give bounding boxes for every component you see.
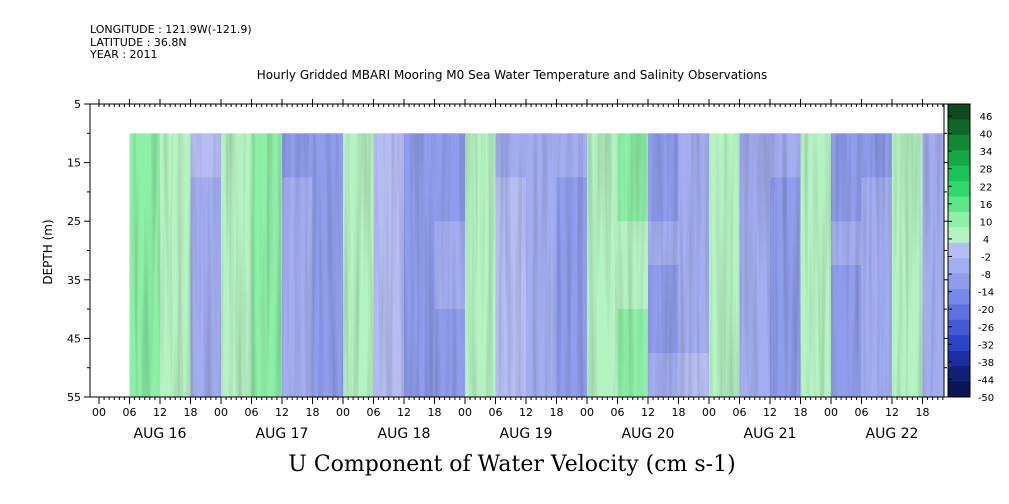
x-hour-label: 06 — [855, 406, 869, 419]
x-hour-label: 00 — [458, 406, 472, 419]
x-hour-label: 18 — [306, 406, 320, 419]
x-hour-label: 00 — [824, 406, 838, 419]
colorbar-label: 46 — [980, 112, 993, 123]
colorbar-swatch — [948, 273, 970, 290]
x-day-label: AUG 22 — [866, 426, 919, 442]
colorbar-swatch — [948, 165, 970, 182]
colorbar-swatch — [948, 242, 970, 259]
colorbar-label: -8 — [981, 270, 991, 281]
colorbar-label: 22 — [980, 182, 993, 193]
x-day-label: AUG 19 — [500, 426, 553, 442]
colorbar-swatch — [948, 381, 970, 398]
year-label: YEAR : 2011 — [90, 48, 158, 61]
colorbar-swatch — [948, 104, 970, 120]
x-hour-label: 18 — [794, 406, 808, 419]
x-hour-label: 06 — [611, 406, 625, 419]
colorbar-label: 34 — [980, 147, 993, 158]
colorbar-label: -38 — [978, 358, 994, 369]
colorbar-swatch — [948, 150, 970, 167]
colorbar-border — [947, 103, 971, 398]
y-tick-label: 55 — [67, 391, 81, 404]
x-day-label: AUG 18 — [378, 426, 431, 442]
x-day-label: AUG 16 — [134, 426, 187, 442]
colorbar-swatch — [948, 211, 970, 228]
colorbar-swatch — [948, 304, 970, 321]
x-hour-label: 12 — [397, 406, 411, 419]
colorbar-swatch — [948, 335, 970, 352]
x-hour-label: 00 — [580, 406, 594, 419]
x-hour-label: 00 — [214, 406, 228, 419]
colorbar-swatch — [948, 134, 970, 151]
colorbar-swatch — [948, 350, 970, 367]
colorbar-swatch — [948, 319, 970, 336]
x-hour-label: 18 — [550, 406, 564, 419]
colorbar-label: -14 — [978, 288, 994, 299]
x-hour-label: 12 — [275, 406, 289, 419]
longitude-label: LONGITUDE : 121.9W(-121.9) — [90, 23, 252, 36]
x-hour-label: 12 — [763, 406, 777, 419]
metadata-block: LONGITUDE : 121.9W(-121.9) LATITUDE : 36… — [90, 23, 252, 62]
x-hour-label: 12 — [641, 406, 655, 419]
x-hour-label: 12 — [885, 406, 899, 419]
colorbar-swatch — [948, 196, 970, 213]
x-hour-label: 18 — [672, 406, 686, 419]
colorbar-swatch — [948, 227, 970, 244]
x-hour-label: 12 — [153, 406, 167, 419]
y-tick-label: 45 — [67, 332, 81, 345]
x-hour-label: 06 — [489, 406, 503, 419]
chart-title: Hourly Gridded MBARI Mooring M0 Sea Wate… — [256, 68, 768, 82]
x-hour-label: 00 — [336, 406, 350, 419]
x-hour-label: 12 — [519, 406, 533, 419]
y-tick-label: 25 — [67, 215, 81, 228]
colorbar-label: -20 — [978, 305, 994, 316]
x-hour-label: 06 — [367, 406, 381, 419]
x-axis-title: U Component of Water Velocity (cm s-1) — [288, 452, 736, 477]
x-hour-label: 18 — [428, 406, 442, 419]
colorbar-label: -50 — [978, 393, 994, 404]
colorbar-swatch — [948, 181, 970, 198]
colorbar-swatch — [948, 258, 970, 275]
colorbar: 46 40 34 28 22 16 10 4 -2 -8 -14 -20 -26 -32 -38 -44 -50 — [947, 103, 994, 404]
colorbar-label: -32 — [978, 340, 994, 351]
x-day-label: AUG 17 — [256, 426, 309, 442]
y-tick-label: 15 — [67, 157, 81, 170]
colorbar-swatch — [948, 366, 970, 383]
colorbar-swatch — [948, 289, 970, 305]
colorbar-label: 16 — [980, 200, 993, 211]
colorbar-label: 28 — [980, 165, 993, 176]
colorbar-label: 10 — [980, 217, 993, 228]
colorbar-label: -2 — [981, 253, 991, 264]
y-tick-label: 35 — [67, 274, 81, 287]
heatmap-texture — [129, 133, 943, 398]
x-day-label: AUG 21 — [744, 426, 797, 442]
x-hour-label: 18 — [916, 406, 930, 419]
colorbar-swatch — [948, 119, 970, 136]
axes: 5 15 25 35 45 55 00 06 12 18 00 06 12 18 00 06 12 18 00 06 1… — [67, 98, 950, 442]
x-day-label: AUG 20 — [622, 426, 675, 442]
x-hour-label: 06 — [123, 406, 137, 419]
plot-area — [90, 104, 944, 398]
x-hour-label: 00 — [702, 406, 716, 419]
x-hour-label: 00 — [92, 406, 106, 419]
colorbar-label: -44 — [978, 375, 994, 386]
latitude-label: LATITUDE : 36.8N — [90, 35, 187, 49]
y-tick-label: 5 — [74, 98, 81, 111]
colorbar-label: 4 — [983, 235, 989, 246]
colorbar-label: -26 — [978, 323, 994, 334]
x-hour-label: 06 — [733, 406, 747, 419]
colorbar-label: 40 — [980, 130, 993, 141]
x-hour-label: 18 — [184, 406, 198, 419]
y-axis-label: DEPTH (m) — [41, 219, 55, 284]
x-hour-label: 06 — [245, 406, 259, 419]
